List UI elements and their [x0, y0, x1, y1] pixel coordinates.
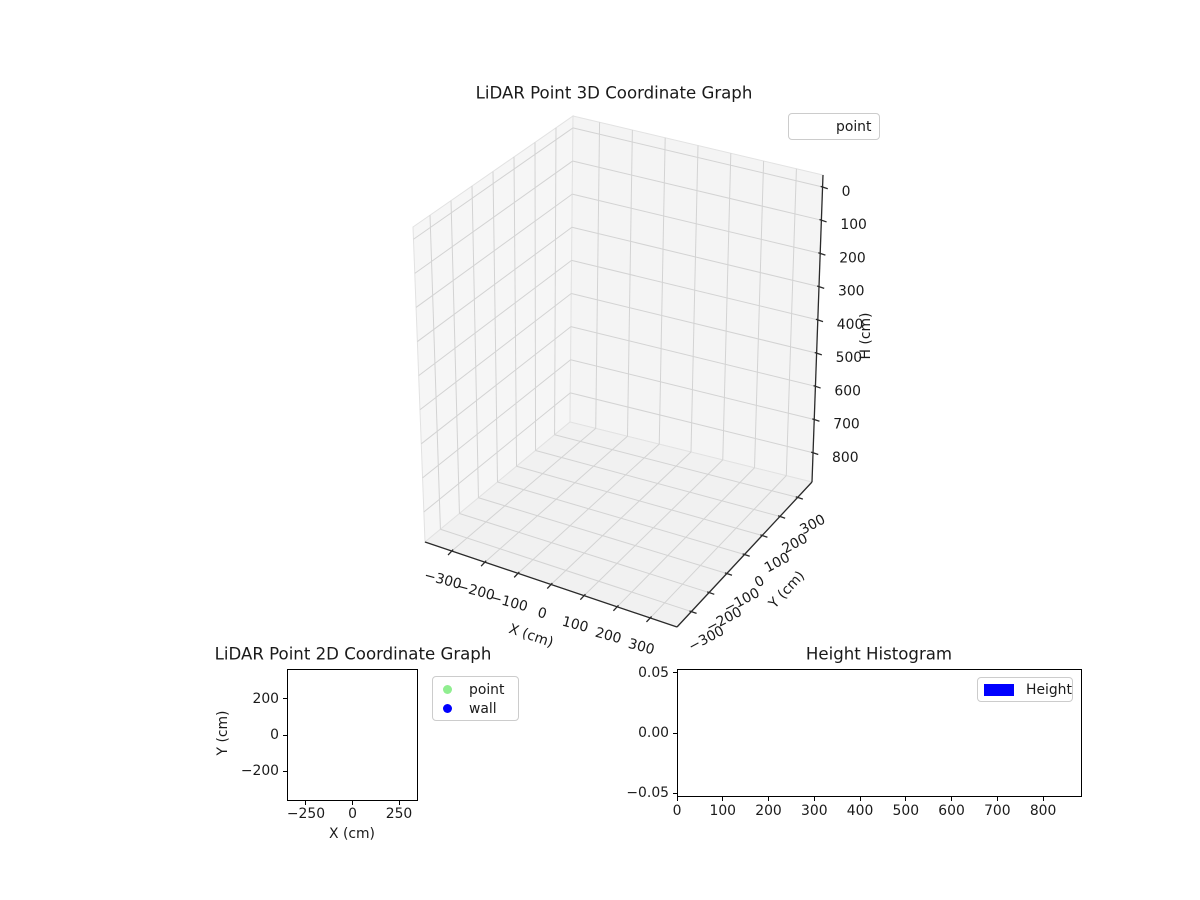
plot3d-ztick-label: 600 [834, 383, 861, 399]
plot3d-ytick-label: 300 [797, 512, 828, 539]
histogram-xtick-label: 300 [801, 803, 828, 819]
plot3d-ztick-label: 800 [832, 450, 859, 466]
plot2d-legend-row-wall: wall [433, 699, 518, 718]
plot2d-axes-area [287, 669, 418, 801]
histogram-ytick-label: 0.05 [638, 664, 669, 681]
plot3d-legend-row: point [789, 114, 879, 139]
plot3d-legend-label: point [836, 118, 872, 135]
histogram-xtick [951, 797, 953, 801]
plot2d-xtick-label: 0 [348, 806, 357, 822]
plot2d-xtick [398, 801, 400, 805]
histogram-xtick [996, 797, 998, 801]
plot2d-ytick-label: −200 [240, 763, 279, 780]
plot3d-ztick-label: 300 [838, 284, 865, 300]
histogram-xtick [722, 797, 724, 801]
plot2d-legend-row-point: point [433, 680, 518, 699]
histogram-ytick-label: −0.05 [626, 785, 669, 802]
histogram-xtick [1042, 797, 1044, 801]
plot3d-ztick-label: 400 [837, 317, 864, 333]
histogram-legend: Height [977, 677, 1073, 702]
pane-3d [569, 115, 824, 483]
plot3d-ytick-label: −100 [721, 585, 762, 617]
wall-marker-icon [443, 704, 452, 713]
histogram-xtick-label: 700 [984, 803, 1011, 819]
histogram-title: Height Histogram [805, 644, 953, 664]
plot2d-ylabel: Y (cm) [215, 710, 231, 756]
histogram-ytick [673, 792, 677, 794]
histogram-xtick-label: 500 [892, 803, 920, 819]
histogram-ytick-label: 0.00 [638, 725, 669, 741]
plot2d-xlabel: X (cm) [329, 826, 375, 842]
histogram-xtick-label: 400 [846, 803, 874, 819]
plot2d-ytick [283, 770, 287, 772]
plot3d-zlabel: H (cm) [858, 312, 874, 360]
histogram-xtick-label: 800 [1029, 803, 1057, 819]
plot3d-ztick-label: 700 [833, 417, 860, 433]
histogram-xtick [905, 797, 907, 801]
point-marker-icon [443, 685, 452, 694]
plot2d-xtick [305, 801, 307, 805]
plot3d-xtick-label: 0 [536, 605, 549, 623]
histogram-xtick [676, 797, 678, 801]
histogram-xtick [813, 797, 815, 801]
histogram-ytick [673, 732, 677, 734]
plot2d-legend: point wall [432, 676, 519, 721]
plot2d-legend-label-point: point [469, 681, 505, 698]
plot2d-xtick [352, 801, 353, 805]
histogram-xtick [859, 797, 861, 801]
plot3d-legend: point [788, 113, 880, 140]
plot2d-ytick-label: 0 [270, 727, 279, 743]
plot3d-ztick-label: 200 [839, 250, 866, 266]
histogram-xtick-label: 600 [938, 803, 965, 819]
plot2d-ytick [283, 698, 287, 700]
plot3d-xtick-label: −100 [488, 590, 529, 615]
histogram-legend-row: Height [978, 678, 1072, 701]
histogram-legend-label: Height [1026, 681, 1072, 698]
plot2d-legend-label-wall: wall [469, 700, 497, 717]
plot3d-ztick-label: 0 [842, 184, 851, 200]
plot2d-ytick-label: 200 [252, 690, 279, 707]
histogram-ytick [673, 672, 677, 674]
plot2d-xtick-label: −250 [286, 806, 326, 822]
plot3d-xtick-label: 300 [626, 636, 656, 658]
plot3d-xtick-label: 200 [593, 625, 623, 647]
plot2d-title: LiDAR Point 2D Coordinate Graph [214, 644, 492, 664]
plot3d-ztick-label: 100 [840, 217, 867, 233]
histogram-xtick [768, 797, 770, 801]
plot3d-title: LiDAR Point 3D Coordinate Graph [475, 83, 753, 103]
histogram-xtick-label: 200 [755, 803, 782, 819]
height-swatch-icon [984, 683, 1014, 696]
plot3d-ztick-label: 500 [836, 350, 863, 366]
plot2d-xtick-label: 250 [385, 806, 413, 822]
histogram-xtick-label: 100 [709, 803, 737, 819]
plot2d-ytick [283, 734, 287, 736]
plot3d-xtick-label: 100 [560, 614, 590, 636]
histogram-xtick-label: 0 [672, 803, 682, 819]
